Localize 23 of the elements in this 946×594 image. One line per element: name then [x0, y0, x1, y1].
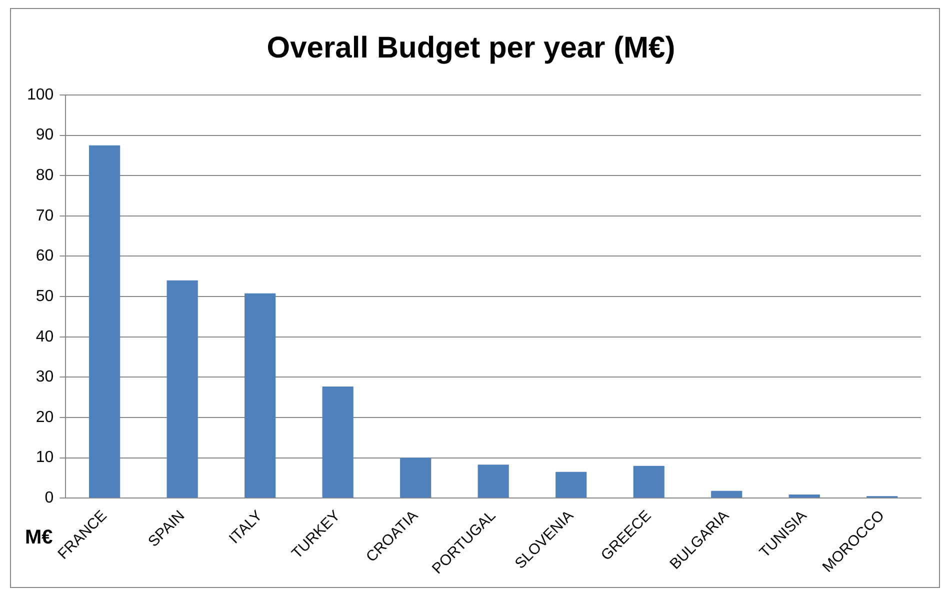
bar: [556, 472, 587, 498]
y-tick-label: 0: [44, 490, 54, 507]
y-tick-label: 30: [36, 368, 54, 386]
bar: [788, 494, 820, 498]
y-tick-label: 70: [36, 207, 54, 224]
y-tick-label: 90: [36, 126, 54, 144]
bar: [89, 145, 120, 498]
y-tick-label: 80: [36, 167, 54, 184]
y-tick-label: 10: [36, 449, 54, 466]
y-tick-label: 20: [36, 408, 54, 426]
bar: [322, 386, 354, 498]
bar: [400, 458, 432, 498]
y-tick-label: 40: [36, 328, 54, 346]
y-tick-label: 60: [36, 248, 54, 265]
bar: [633, 466, 664, 498]
y-tick-label: 100: [26, 86, 54, 104]
y-axis-title: M€: [25, 526, 53, 549]
bar: [166, 280, 198, 498]
bar: [711, 490, 742, 498]
y-tick-label: 50: [36, 288, 54, 305]
chart-title: Overall Budget per year (M€): [266, 31, 676, 64]
bar: [478, 464, 509, 498]
bar: [244, 293, 276, 498]
